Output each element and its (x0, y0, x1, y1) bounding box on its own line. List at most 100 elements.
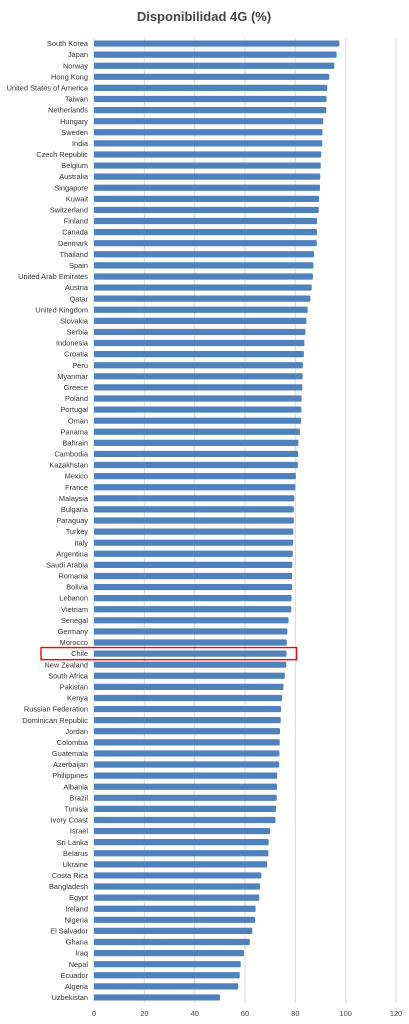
bar (94, 650, 287, 657)
bar (94, 140, 323, 147)
bar (94, 339, 305, 347)
bar (94, 949, 244, 957)
bar (94, 528, 294, 535)
bar (94, 927, 253, 935)
category-label: Algeria (65, 982, 89, 991)
bar (94, 439, 299, 446)
category-label: United Kingdom (35, 305, 88, 314)
category-label: Turkey (66, 527, 89, 536)
category-label: Switzerland (50, 206, 88, 215)
highlight-box (40, 646, 298, 661)
category-label: Bangladesh (49, 882, 88, 891)
category-label: France (65, 483, 88, 492)
category-label: United Arab Emirates (18, 272, 88, 281)
category-label: Indonesia (56, 339, 89, 348)
category-label: Japan (68, 50, 88, 59)
chart-title: Disponibilidad 4G (%) (137, 9, 271, 24)
category-label: Canada (62, 228, 89, 237)
bar (94, 595, 292, 602)
category-label: Spain (69, 261, 88, 270)
category-label: India (72, 139, 89, 148)
bar (94, 816, 276, 824)
category-label: Sri Lanka (57, 838, 89, 847)
category-label: Serbia (67, 328, 89, 337)
category-label: Italy (74, 538, 88, 547)
category-label: Ivory Coast (51, 816, 88, 825)
category-label: Peru (72, 361, 88, 370)
bar (94, 262, 314, 269)
category-label: Belgium (61, 161, 88, 170)
category-label: Colombia (57, 738, 89, 747)
bar (94, 273, 313, 280)
bar (94, 983, 239, 990)
category-label: Iraq (75, 949, 88, 958)
category-label: Thailand (60, 250, 88, 259)
bar (94, 916, 256, 923)
bar (94, 861, 268, 868)
highlight-rectangle (40, 646, 298, 661)
bar (94, 994, 221, 1001)
bar (94, 417, 302, 424)
bar (94, 705, 281, 713)
bar (94, 506, 294, 513)
x-tick-label: 120 (390, 1009, 402, 1018)
category-label: Paraguay (56, 516, 88, 525)
category-label: Hungary (60, 117, 88, 126)
category-label: Uzbekistan (51, 993, 88, 1002)
bar (94, 728, 280, 735)
category-label: Myanmar (57, 372, 88, 381)
category-label: Bahrain (63, 438, 88, 447)
category-label: Egypt (69, 893, 88, 902)
bar (94, 162, 321, 169)
category-label: Ukraine (63, 860, 88, 869)
bar (94, 484, 296, 491)
bar (94, 783, 277, 790)
category-label: Nigeria (65, 915, 89, 924)
x-tick-label: 0 (92, 1009, 96, 1018)
bars (94, 40, 340, 1001)
x-tick-label: 80 (291, 1009, 299, 1018)
bar (94, 839, 269, 846)
category-label: Morocco (60, 638, 88, 647)
category-label: Ireland (65, 904, 88, 913)
bar (94, 761, 280, 768)
bar (94, 961, 241, 968)
bar (94, 872, 262, 879)
bar (94, 118, 324, 125)
bar (94, 938, 250, 946)
category-label: Jordan (65, 727, 88, 736)
category-label: Kenya (67, 694, 89, 703)
category-label: Portugal (60, 405, 88, 414)
bar (94, 683, 284, 690)
category-label: Saudi Arabia (46, 560, 89, 569)
bar (94, 240, 317, 247)
category-label: New Zealand (44, 660, 88, 669)
category-label: Romania (58, 572, 88, 581)
category-label: Czech Republic (36, 150, 88, 159)
bar (94, 328, 306, 336)
category-label: Ghana (66, 938, 89, 947)
bar (94, 583, 293, 591)
category-label: Ecuador (60, 971, 88, 980)
bar (94, 694, 282, 702)
category-label: Senegal (61, 616, 88, 625)
category-label: Australia (59, 172, 89, 181)
bar (94, 184, 320, 191)
category-label: Mexico (65, 472, 88, 481)
bar (94, 62, 335, 69)
category-label: Croatia (64, 350, 89, 359)
category-label: Chile (71, 649, 88, 658)
category-label: Pakistan (60, 682, 88, 691)
bar (94, 40, 340, 47)
category-label: Albania (63, 782, 89, 791)
bar (94, 129, 323, 136)
bar (94, 229, 317, 236)
bar (94, 473, 296, 480)
bar (94, 206, 319, 214)
bar (94, 539, 294, 546)
bar (94, 317, 307, 324)
bar (94, 517, 294, 524)
category-label: Israel (70, 827, 88, 836)
category-label: Guatemala (52, 749, 89, 758)
category-label: Singapore (54, 183, 88, 192)
